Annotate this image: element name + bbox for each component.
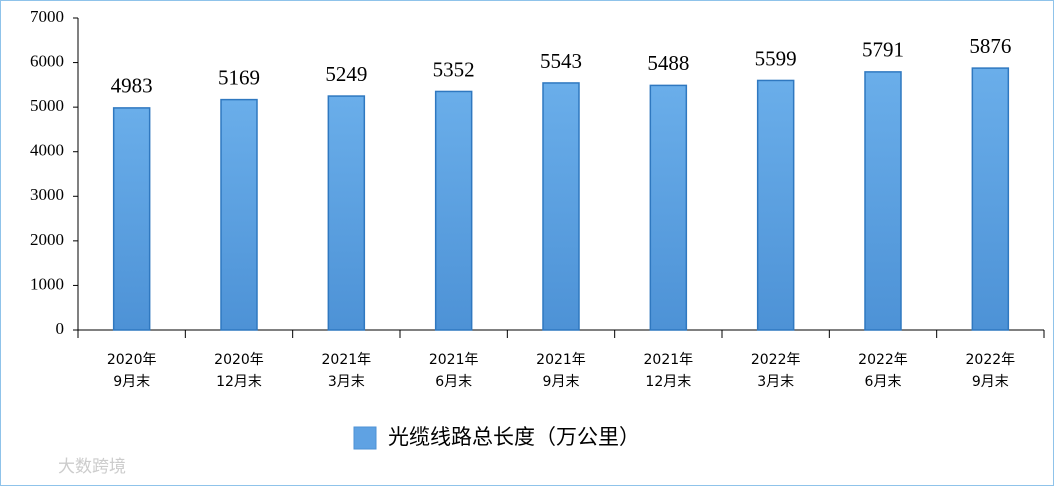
- value-label: 5791: [862, 38, 904, 62]
- x-tick-label: 2022年: [858, 352, 908, 368]
- value-label: 5543: [540, 49, 582, 73]
- x-tick-label: 2021年: [322, 352, 372, 368]
- y-tick-label: 3000: [30, 185, 64, 204]
- bar: [649, 84, 688, 331]
- bar: [434, 90, 473, 331]
- bar: [327, 95, 366, 331]
- x-tick-label: 9月末: [113, 374, 150, 390]
- x-tick-label: 3月末: [328, 374, 365, 390]
- bar: [220, 98, 258, 331]
- value-label: 5169: [218, 65, 260, 89]
- value-label: 5599: [755, 46, 797, 70]
- bar: [112, 107, 151, 331]
- x-tick-label: 2021年: [644, 352, 694, 368]
- value-label: 5249: [325, 62, 367, 86]
- bar: [542, 82, 580, 331]
- value-label: 5876: [969, 34, 1011, 58]
- y-tick-label: 6000: [30, 51, 64, 70]
- x-tick-label: 12月末: [216, 374, 262, 390]
- watermark: 大数跨境: [58, 457, 126, 477]
- legend-label: 光缆线路总长度（万公里）: [388, 425, 640, 449]
- bar: [756, 79, 795, 331]
- y-tick-label: 2000: [30, 230, 64, 249]
- x-tick-label: 6月末: [435, 374, 472, 390]
- y-tick-label: 7000: [30, 7, 64, 26]
- x-tick-label: 3月末: [757, 374, 794, 390]
- y-tick-label: 1000: [30, 274, 64, 293]
- value-label: 4983: [111, 74, 153, 98]
- x-tick-label: 2020年: [214, 352, 264, 368]
- x-tick-label: 9月末: [543, 374, 580, 390]
- y-tick-label: 4000: [30, 141, 64, 160]
- value-label: 5352: [433, 57, 475, 81]
- bar: [864, 71, 902, 331]
- x-tick-label: 6月末: [865, 374, 902, 390]
- x-tick-label: 2021年: [536, 352, 586, 368]
- legend-swatch: [353, 426, 377, 450]
- x-tick-label: 12月末: [645, 374, 691, 390]
- y-tick-label: 5000: [30, 96, 64, 115]
- x-tick-label: 9月末: [972, 374, 1009, 390]
- x-tick-label: 2020年: [107, 352, 157, 368]
- x-tick-label: 2021年: [429, 352, 479, 368]
- bar: [971, 67, 1010, 331]
- value-label: 5488: [647, 51, 689, 75]
- y-tick-label: 0: [56, 319, 65, 338]
- x-tick-label: 2022年: [966, 352, 1016, 368]
- x-tick-label: 2022年: [751, 352, 801, 368]
